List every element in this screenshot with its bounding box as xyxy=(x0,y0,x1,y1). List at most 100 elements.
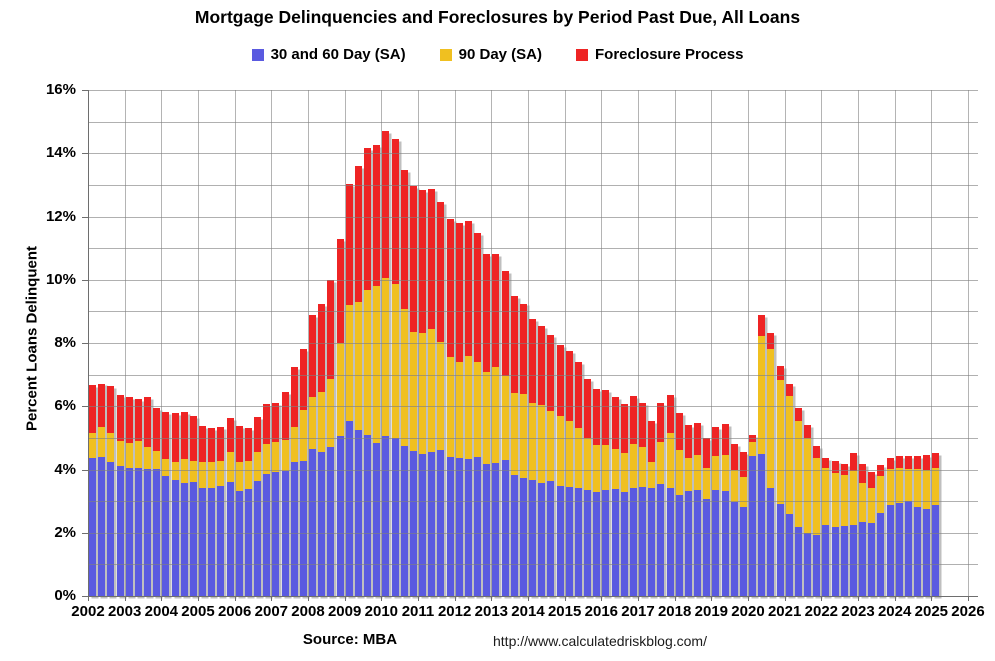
y-tick-mark xyxy=(82,596,88,597)
bar-column xyxy=(419,189,427,596)
bar-column xyxy=(813,446,821,596)
bar-column xyxy=(877,465,885,596)
bar-segment xyxy=(409,332,417,451)
bar-segment xyxy=(199,488,207,596)
bar-segment xyxy=(593,389,601,446)
bar-segment xyxy=(785,514,793,596)
bar-column xyxy=(364,147,372,596)
bar-column xyxy=(483,253,491,596)
bar-segment xyxy=(703,467,711,500)
bar-segment xyxy=(290,462,298,596)
bar-segment xyxy=(153,468,161,596)
x-tick-label: 2002 xyxy=(71,603,105,620)
bar-column xyxy=(895,456,903,596)
bar-column xyxy=(226,418,234,596)
x-tick-mark xyxy=(968,596,969,601)
bar-segment xyxy=(859,464,867,483)
x-tick-mark xyxy=(198,596,199,601)
bar-segment xyxy=(804,437,812,533)
bar-column xyxy=(116,394,124,596)
bar-segment xyxy=(428,188,436,330)
bar-segment xyxy=(437,202,445,343)
bar-column xyxy=(538,326,546,596)
x-tick-mark xyxy=(124,596,126,601)
bar-column xyxy=(648,421,656,596)
y-tick-mark xyxy=(82,343,88,344)
bar-segment xyxy=(794,421,802,528)
bar-segment xyxy=(464,221,472,357)
x-tick-label: 2005 xyxy=(181,603,215,620)
bar-column xyxy=(602,390,610,596)
pct-gridline xyxy=(88,406,978,408)
bar-segment xyxy=(144,468,152,596)
bar-segment xyxy=(785,396,793,515)
bar-segment xyxy=(666,432,674,489)
bar-segment xyxy=(373,442,381,596)
bar-segment xyxy=(483,464,491,596)
bar-column xyxy=(675,412,683,596)
bar-column xyxy=(382,131,390,596)
bar-segment xyxy=(272,403,280,443)
bar-segment xyxy=(849,524,857,596)
bar-segment xyxy=(794,527,802,596)
bar-segment xyxy=(620,453,628,492)
bar-column xyxy=(474,233,482,596)
bar-column xyxy=(309,314,317,596)
bar-segment xyxy=(849,471,857,525)
bar-segment xyxy=(116,466,124,596)
bar-segment xyxy=(336,435,344,596)
bar-segment xyxy=(886,468,894,506)
bar-segment xyxy=(492,254,500,367)
bar-column xyxy=(721,424,729,596)
bar-segment xyxy=(602,445,610,491)
bar-segment xyxy=(895,456,903,468)
bar-column xyxy=(556,344,564,596)
bar-segment xyxy=(364,290,372,435)
bar-segment xyxy=(409,450,417,596)
bar-segment xyxy=(98,426,106,457)
bar-column xyxy=(749,434,757,596)
bar-segment xyxy=(712,455,720,491)
y-tick-label: 16% xyxy=(45,81,76,98)
bar-segment xyxy=(694,423,702,455)
bar-segment xyxy=(831,461,839,473)
bar-segment xyxy=(620,404,628,454)
bar-column xyxy=(89,384,97,596)
bar-segment xyxy=(428,329,436,453)
bar-segment xyxy=(464,356,472,460)
x-tick-label: 2025 xyxy=(914,603,949,620)
bar-segment xyxy=(749,455,757,596)
bar-segment xyxy=(263,473,271,596)
bar-column xyxy=(400,170,408,596)
x-tick-mark xyxy=(344,596,346,601)
bar-segment xyxy=(327,446,335,596)
bar-segment xyxy=(446,456,454,596)
bar-segment xyxy=(556,344,564,417)
legend-item-foreclosure: Foreclosure Process xyxy=(576,46,743,63)
bar-segment xyxy=(739,476,747,507)
bar-segment xyxy=(657,484,665,596)
bar-segment xyxy=(684,424,692,459)
bar-segment xyxy=(318,392,326,453)
bar-segment xyxy=(373,286,381,443)
x-tick-label: 2016 xyxy=(584,603,619,620)
bar-segment xyxy=(162,476,170,596)
bar-column xyxy=(932,452,940,596)
bar-segment xyxy=(574,428,582,488)
bar-segment xyxy=(226,482,234,596)
legend-label: 30 and 60 Day (SA) xyxy=(270,46,406,63)
bar-segment xyxy=(89,432,97,458)
bar-segment xyxy=(932,452,940,468)
bar-segment xyxy=(171,413,179,463)
x-tick-mark xyxy=(88,596,89,601)
bar-segment xyxy=(519,393,527,478)
bar-segment xyxy=(474,233,482,362)
bar-segment xyxy=(739,506,747,596)
bar-segment xyxy=(345,420,353,596)
bar-segment xyxy=(776,379,784,505)
y-tick-label: 4% xyxy=(54,460,76,478)
bar-segment xyxy=(501,460,509,596)
bar-segment xyxy=(758,454,766,596)
bar-column xyxy=(822,457,830,596)
x-tick-label: 2010 xyxy=(364,603,399,620)
